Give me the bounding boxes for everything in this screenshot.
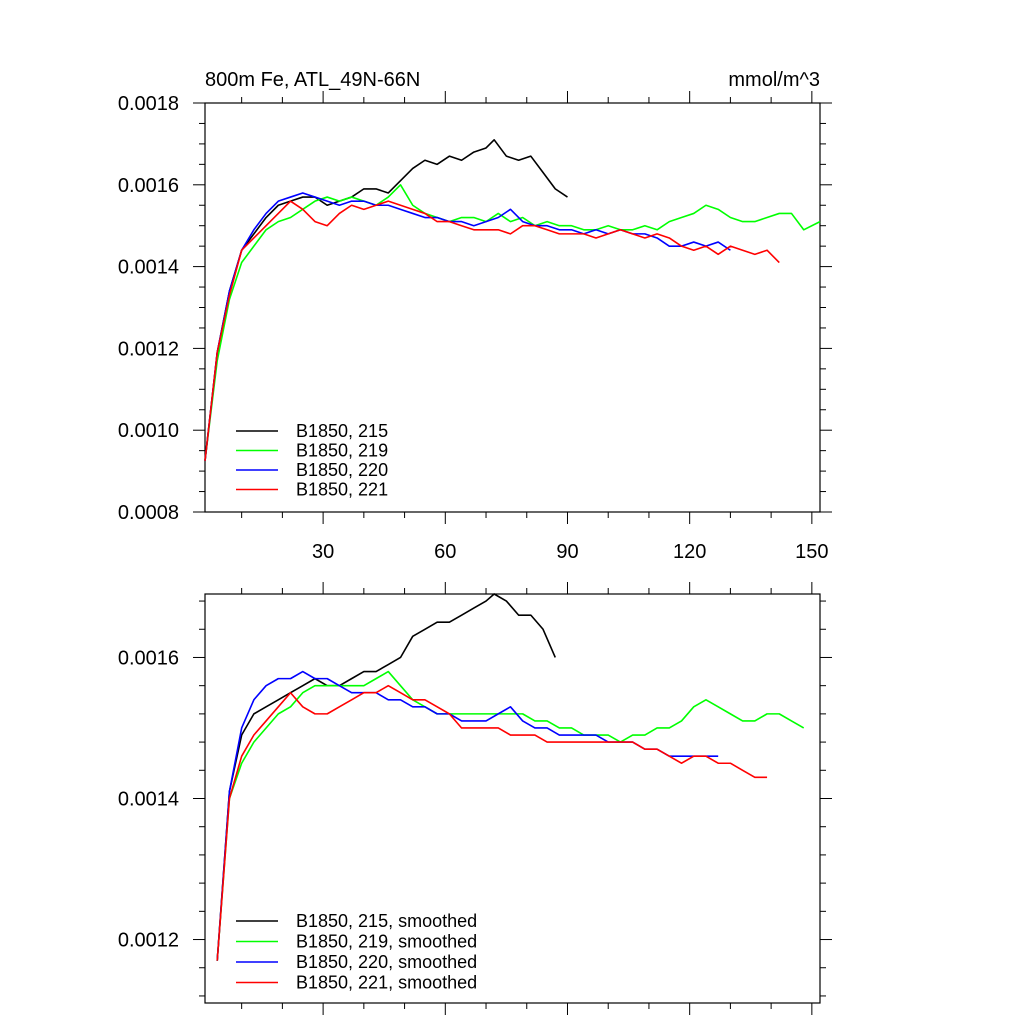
- y-tick-label: 0.0014: [118, 257, 179, 279]
- x-tick-label: 120: [673, 541, 706, 563]
- panel-top: 800m Fe, ATL_49N-66N mmol/m^3 30 60 90 120 1…: [118, 69, 832, 563]
- legend-label: B1850, 219, smoothed: [296, 932, 477, 952]
- series-line-4: [204, 200, 780, 461]
- legend-label: B1850, 215: [296, 421, 388, 441]
- x-tick-label: 150: [795, 541, 828, 563]
- legend-label: B1850, 219: [296, 441, 388, 461]
- y-tick-label: 0.0018: [118, 93, 179, 115]
- y-tick-label: 0.0008: [118, 502, 179, 524]
- legend-label: B1850, 215, smoothed: [296, 911, 477, 931]
- axis-ticks: 0.0012 0.0014 0.0016: [118, 582, 832, 1015]
- legend-label: B1850, 221: [296, 480, 388, 500]
- chart-title: 800m Fe, ATL_49N-66N: [205, 69, 420, 91]
- series-line-1: [204, 139, 568, 461]
- series-line-1: [216, 593, 556, 961]
- y-tick-label: 0.0012: [118, 930, 179, 952]
- legend-label: B1850, 221, smoothed: [296, 973, 477, 993]
- series-lines: [204, 139, 821, 461]
- axis-ticks: 30 60 90 120 150 0.0008 0.0010 0.0012 0.0014 0.00…: [118, 91, 832, 563]
- x-tick-label: 60: [434, 541, 456, 563]
- x-tick-label: 90: [556, 541, 578, 563]
- legend-label: B1850, 220: [296, 460, 388, 480]
- series-line-4: [216, 684, 768, 961]
- x-tick-label: 30: [312, 541, 334, 563]
- unit-label: mmol/m^3: [728, 69, 820, 91]
- y-tick-label: 0.0012: [118, 338, 179, 360]
- series-line-2: [216, 670, 805, 961]
- y-tick-label: 0.0016: [118, 175, 179, 197]
- series-line-2: [204, 184, 821, 461]
- series-lines: [216, 593, 805, 961]
- y-tick-label: 0.0016: [118, 647, 179, 669]
- y-tick-label: 0.0010: [118, 420, 179, 442]
- y-tick-label: 0.0014: [118, 789, 179, 811]
- series-line-3: [204, 192, 731, 461]
- legend-label: B1850, 220, smoothed: [296, 952, 477, 972]
